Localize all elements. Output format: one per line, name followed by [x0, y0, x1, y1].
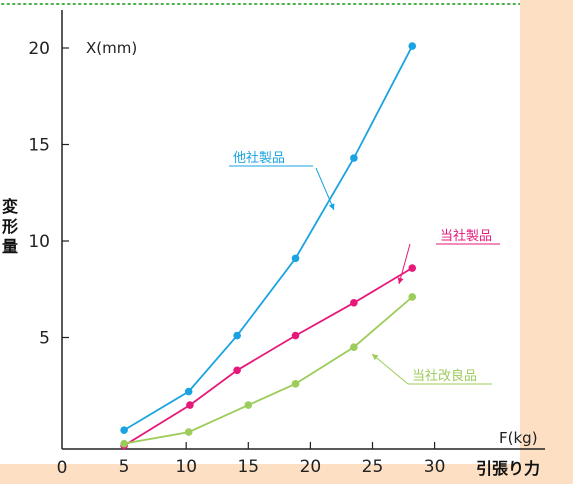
data-point — [233, 366, 241, 375]
series-1: 当社製品 — [120, 228, 500, 450]
dotted-border — [1, 3, 569, 401]
data-point — [291, 254, 300, 263]
x-tick-label: 15 — [237, 457, 259, 477]
series-label-arrowhead — [372, 354, 379, 361]
series-label: 当社製品 — [440, 228, 492, 244]
y-side-title-char: 量 — [2, 237, 18, 256]
x-tick-label: 10 — [175, 457, 197, 477]
y-side-title-char: 変 — [2, 197, 18, 216]
x-tick-label: 25 — [362, 457, 384, 477]
series-label-leader — [398, 243, 411, 285]
y-axis-title: X(mm) — [86, 39, 137, 57]
ticks: 5 10 15 20 5 10 15 20 25 30 — [28, 39, 445, 477]
y-tick-label: 5 — [39, 329, 50, 349]
y-tick-label: 15 — [28, 136, 50, 156]
y-tick-label: 20 — [28, 39, 50, 59]
x-axis-title: F(kg) — [499, 429, 538, 447]
series-line — [123, 296, 413, 445]
series-line — [123, 267, 413, 447]
data-point — [184, 387, 193, 396]
series-0: 他社製品 — [120, 42, 417, 434]
series-label-leader — [371, 353, 409, 385]
series-label: 他社製品 — [233, 150, 285, 166]
data-point — [184, 428, 193, 436]
data-point — [291, 380, 300, 388]
series-label-arrowhead — [328, 203, 335, 210]
series-2: 当社改良品 — [120, 293, 492, 448]
data-point — [350, 343, 358, 351]
data-point — [408, 42, 417, 50]
background-band-right — [520, 0, 573, 484]
data-point — [233, 331, 241, 340]
series-label: 当社改良品 — [412, 368, 477, 384]
x-tick-label: 30 — [424, 457, 446, 477]
axes — [61, 10, 545, 450]
x-side-title: 引張り力 — [476, 459, 540, 478]
data-point — [120, 439, 128, 448]
series-line — [123, 45, 413, 431]
series-label-arrowhead — [397, 277, 404, 284]
x-tick-label: 20 — [300, 457, 322, 477]
x-tick-label: 5 — [119, 457, 130, 477]
data-point — [291, 331, 300, 340]
x-origin-label: 0 — [57, 458, 68, 478]
data-point — [244, 401, 253, 409]
data-point — [408, 293, 417, 301]
y-side-title: 変形量 — [2, 197, 18, 256]
series-label-leader — [315, 167, 335, 211]
y-tick-label: 10 — [28, 232, 50, 252]
data-point — [408, 264, 417, 272]
data-point — [186, 401, 194, 409]
data-point — [120, 426, 128, 434]
labels: X(mm) F(kg) 引張り力 0 変形量 — [2, 39, 540, 478]
data-point — [350, 298, 358, 307]
data-point — [350, 154, 358, 162]
y-side-title-char: 形 — [2, 217, 18, 236]
